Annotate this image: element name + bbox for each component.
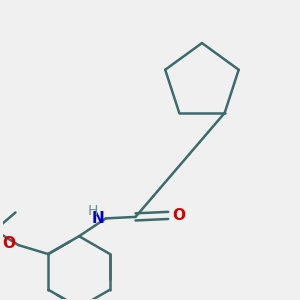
Text: H: H <box>87 204 98 218</box>
Text: N: N <box>92 211 104 226</box>
Text: O: O <box>2 236 15 251</box>
Text: O: O <box>173 208 186 223</box>
